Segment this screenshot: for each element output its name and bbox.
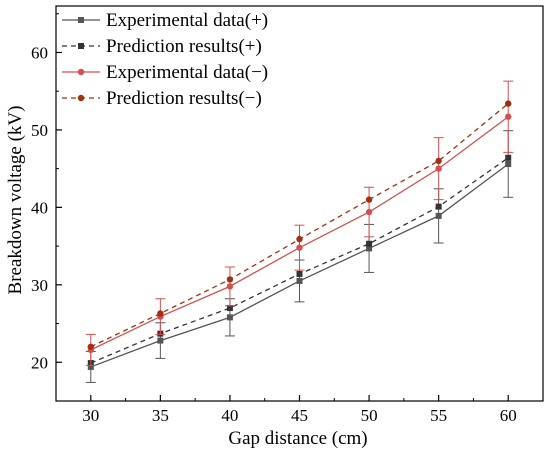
- y-tick-label: 20: [31, 353, 48, 372]
- y-tick-label: 30: [31, 276, 48, 295]
- data-point: [296, 235, 303, 243]
- data-point: [87, 343, 94, 350]
- series-2: [85, 80, 514, 366]
- data-point: [157, 337, 164, 344]
- data-point: [226, 276, 234, 283]
- data-point: [296, 270, 303, 277]
- axis-ticks: 30 35 40 45 50 55 60 20 30 40 50 60: [31, 13, 517, 425]
- legend: Experimental data(+) Prediction results(+…: [62, 10, 268, 109]
- data-point: [296, 244, 303, 251]
- data-point: [505, 113, 512, 120]
- x-tick-label: 35: [152, 406, 169, 425]
- legend-label: Prediction results(−): [106, 88, 262, 109]
- x-tick-label: 60: [500, 406, 517, 425]
- legend-swatch-marker: [78, 17, 84, 23]
- data-point: [87, 363, 94, 370]
- x-axis-title: Gap distance (cm): [228, 428, 367, 449]
- series-3: [87, 100, 512, 350]
- legend-swatch-marker: [77, 94, 85, 102]
- data-point: [435, 203, 442, 210]
- data-point: [226, 314, 233, 321]
- x-tick-label: 40: [221, 406, 238, 425]
- data-point: [226, 283, 234, 290]
- legend-swatch-marker: [78, 43, 84, 49]
- legend-entry-0: Experimental data(+): [62, 10, 268, 31]
- legend-label: Experimental data(+): [106, 10, 268, 31]
- data-point: [505, 161, 512, 167]
- y-tick-label: 40: [31, 198, 48, 217]
- series-layer: [85, 80, 514, 383]
- legend-entry-2: Experimental data(−): [62, 62, 268, 83]
- data-point: [505, 154, 512, 161]
- data-point: [366, 245, 373, 252]
- legend-label: Prediction results(+): [106, 36, 262, 57]
- legend-label: Experimental data(−): [106, 62, 268, 83]
- y-tick-label: 50: [31, 121, 48, 140]
- y-tick-label: 60: [31, 43, 48, 62]
- data-point: [435, 212, 442, 219]
- x-tick-label: 50: [361, 406, 378, 425]
- data-point: [157, 310, 164, 317]
- x-tick-label: 45: [291, 406, 308, 425]
- x-tick-label: 55: [430, 406, 447, 425]
- data-point: [435, 165, 442, 172]
- data-point: [505, 100, 512, 107]
- data-point: [366, 240, 373, 247]
- data-point: [296, 277, 303, 284]
- legend-entry-3: Prediction results(−): [62, 88, 262, 109]
- data-point: [226, 305, 233, 312]
- data-point: [365, 208, 373, 216]
- legend-entry-1: Prediction results(+): [62, 36, 262, 57]
- legend-swatch-marker: [77, 68, 85, 76]
- x-tick-label: 30: [82, 406, 99, 425]
- y-axis-title: Breakdown voltage (kV): [5, 106, 26, 295]
- data-point: [435, 157, 442, 165]
- data-point: [365, 196, 373, 203]
